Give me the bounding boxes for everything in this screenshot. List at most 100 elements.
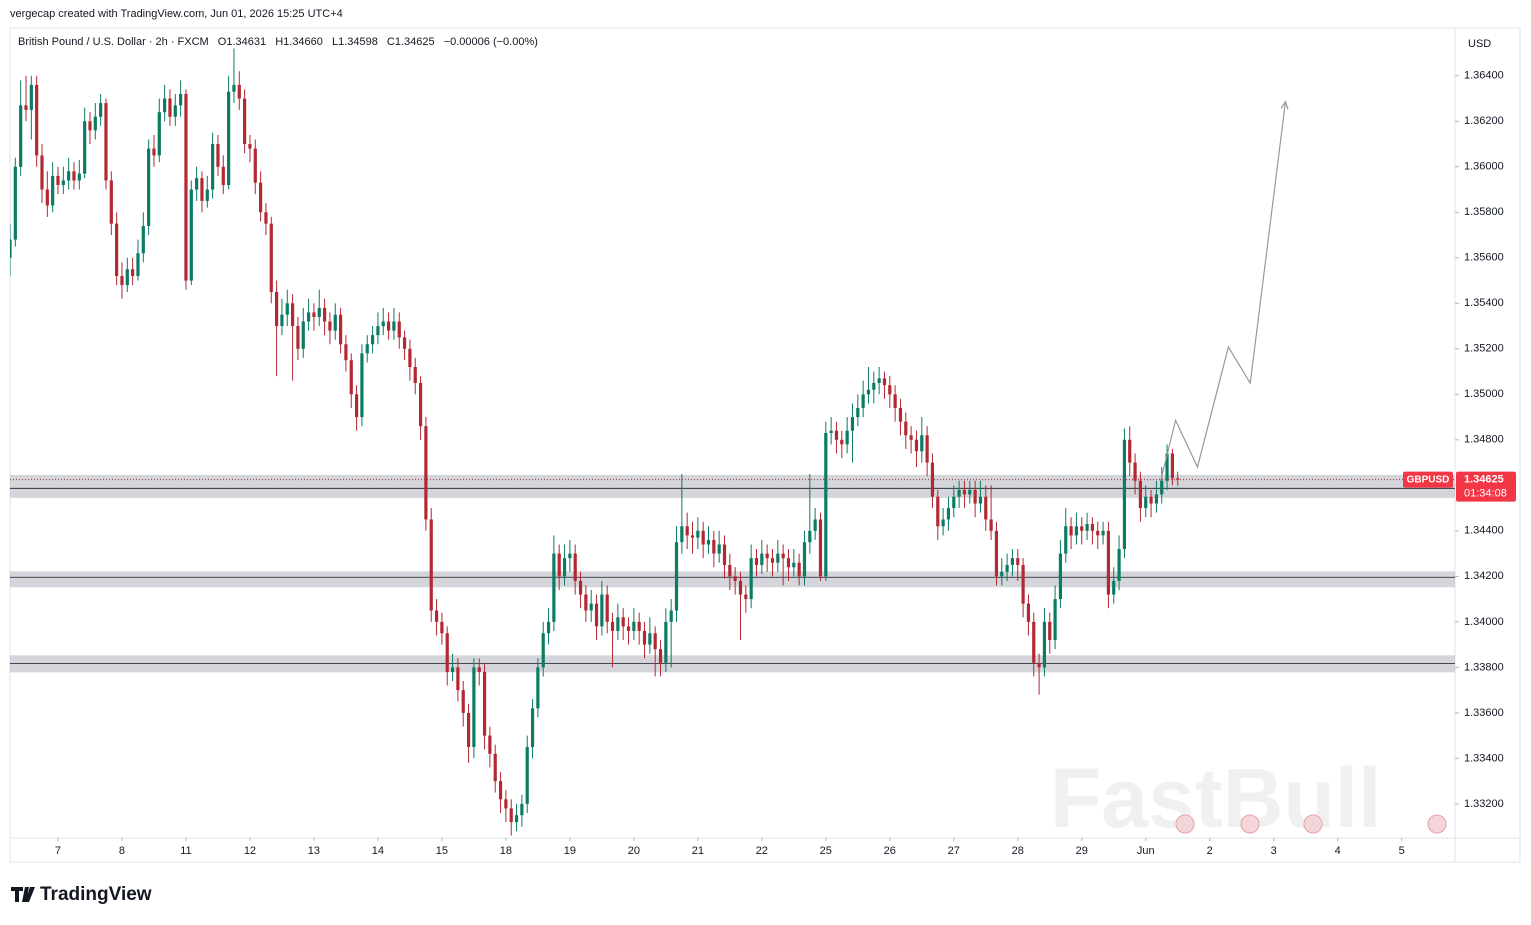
candle-body (1026, 603, 1031, 622)
candle-body (1101, 530, 1105, 536)
candle-body (440, 621, 444, 634)
candle-body (626, 626, 631, 631)
candle-body (605, 594, 609, 622)
candle-body (578, 580, 583, 595)
candle-body (472, 667, 476, 747)
candle-body (520, 803, 524, 816)
candle-body (696, 530, 700, 538)
candle-body (888, 385, 892, 395)
candle-body (195, 178, 199, 190)
candle-body (856, 407, 860, 418)
price-tag (1456, 471, 1516, 502)
candle-body (637, 621, 641, 631)
candle-body (333, 314, 337, 331)
y-tick-label: 1.33600 (1464, 707, 1504, 719)
candle-body (317, 307, 321, 317)
event-icon[interactable] (1303, 814, 1323, 834)
x-tick-label: 4 (1335, 845, 1341, 857)
x-tick-label: 19 (564, 845, 576, 857)
candle-body (525, 746, 529, 804)
y-tick-label: 1.35200 (1464, 343, 1504, 355)
candle-body (957, 489, 961, 497)
candle-body (237, 84, 241, 99)
candle-body (99, 103, 103, 117)
candle-body (354, 394, 359, 418)
candle-body (13, 166, 17, 240)
event-icon[interactable] (1427, 814, 1447, 834)
ohlc-name: O (218, 36, 227, 48)
logo-text: TradingView (40, 884, 152, 905)
x-tick-label: 25 (820, 845, 832, 857)
candle-body (946, 508, 951, 520)
candle-body (1106, 530, 1111, 595)
candle-body (179, 93, 183, 106)
candle-body (557, 553, 561, 577)
candle-body (392, 321, 396, 331)
candle-body (24, 105, 28, 110)
candle-body (1128, 439, 1132, 463)
candle-body (749, 558, 753, 600)
x-tick-label: 11 (180, 845, 191, 857)
candle-body (1154, 494, 1159, 504)
currency[interactable]: USD (1468, 38, 1491, 50)
candle-body (1048, 621, 1052, 641)
x-tick-label: 5 (1399, 845, 1405, 857)
x-tick-label: Jun (1137, 845, 1155, 857)
candle-body (536, 667, 540, 709)
y-tick-label: 1.36400 (1464, 70, 1504, 82)
candle-body (163, 98, 167, 113)
candle-body (1149, 496, 1153, 504)
candle-body (1005, 564, 1009, 572)
ohlc-value: 1.34598 (338, 36, 378, 48)
candle-body (866, 389, 871, 395)
candle-body (376, 326, 380, 336)
candle-body (973, 489, 977, 504)
candle-body (61, 180, 65, 185)
x-tick-label: 26 (884, 845, 896, 857)
candle-body (77, 173, 81, 181)
candle-body (29, 84, 33, 110)
candle-body (1112, 580, 1116, 595)
candle-body (882, 378, 887, 386)
candle-body (893, 394, 897, 408)
candle-body (594, 603, 599, 627)
forecast-path (1160, 101, 1287, 481)
candle-body (941, 519, 945, 527)
candle-body (402, 337, 407, 349)
x-tick-label: 2 (1207, 845, 1213, 857)
zone (10, 474, 1455, 498)
candle-body (35, 84, 39, 156)
candle-body (1074, 526, 1079, 536)
candle-body (1160, 480, 1164, 495)
candle-body (67, 171, 71, 181)
candle-body (808, 530, 812, 543)
candle-body (770, 558, 775, 563)
candle-body (1133, 462, 1137, 481)
candle-body (824, 433, 828, 577)
candle-body (221, 166, 225, 185)
x-tick-label: 3 (1271, 845, 1277, 857)
candle-body (51, 175, 55, 206)
candle-body (56, 175, 60, 185)
candle-body (1058, 553, 1063, 600)
event-icon[interactable] (1240, 814, 1260, 834)
candle-body (797, 562, 801, 577)
x-tick-label: 12 (244, 845, 256, 857)
candle-body (408, 348, 412, 368)
candle-body (664, 621, 668, 663)
candle-body (1176, 478, 1180, 480)
candle-body (466, 712, 471, 747)
candle-body (296, 326, 300, 349)
candle-body (802, 542, 807, 577)
candle-body (216, 144, 220, 167)
event-icon[interactable] (1175, 814, 1195, 834)
symbol-tag-text: GBPUSD (1407, 474, 1450, 485)
credit: vergecap created with TradingView.com, J… (10, 8, 343, 20)
candle-body (690, 535, 695, 538)
y-tick-label: 1.34800 (1464, 434, 1504, 446)
candle-body (706, 539, 711, 545)
ohlc-name: C (387, 36, 395, 48)
candle-body (909, 435, 913, 440)
candle-body (301, 321, 305, 349)
candle-body (434, 610, 439, 622)
